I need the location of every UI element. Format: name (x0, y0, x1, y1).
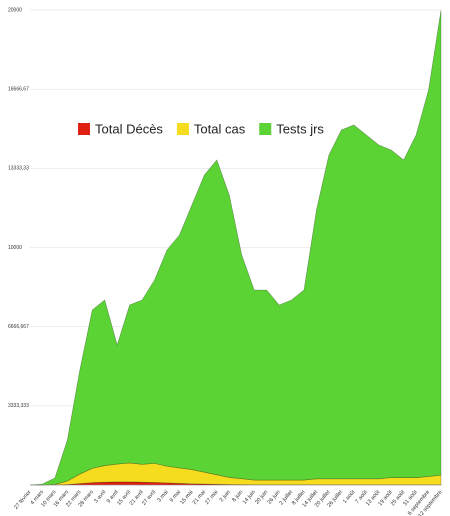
x-tick-label: 3 avril (93, 489, 107, 504)
x-tick-label: 27 mai (204, 489, 219, 506)
y-tick-label: 10000 (8, 245, 22, 251)
legend-label: Total Décès (95, 121, 163, 136)
y-tick-label: 20000 (8, 7, 22, 13)
legend-label: Tests jrs (276, 121, 324, 136)
y-tick-label: 6666,667 (8, 324, 29, 330)
y-tick-label: 3333,333 (8, 403, 29, 409)
legend-swatch (78, 123, 90, 135)
legend-swatch (176, 123, 189, 135)
x-tick-label: 27 février (13, 489, 32, 511)
x-tick-label: 27 avril (141, 489, 157, 506)
y-tick-label: 16666,67 (8, 86, 29, 92)
x-tick-label: 2 juin (219, 489, 232, 503)
area (29, 9, 442, 486)
y-tick-label: 13333,33 (8, 166, 29, 172)
legend-label: Total cas (194, 121, 246, 136)
x-tick-label: 3 mai (156, 489, 169, 503)
x-tick-label: 1 août (342, 489, 357, 505)
legend-swatch (259, 123, 272, 135)
